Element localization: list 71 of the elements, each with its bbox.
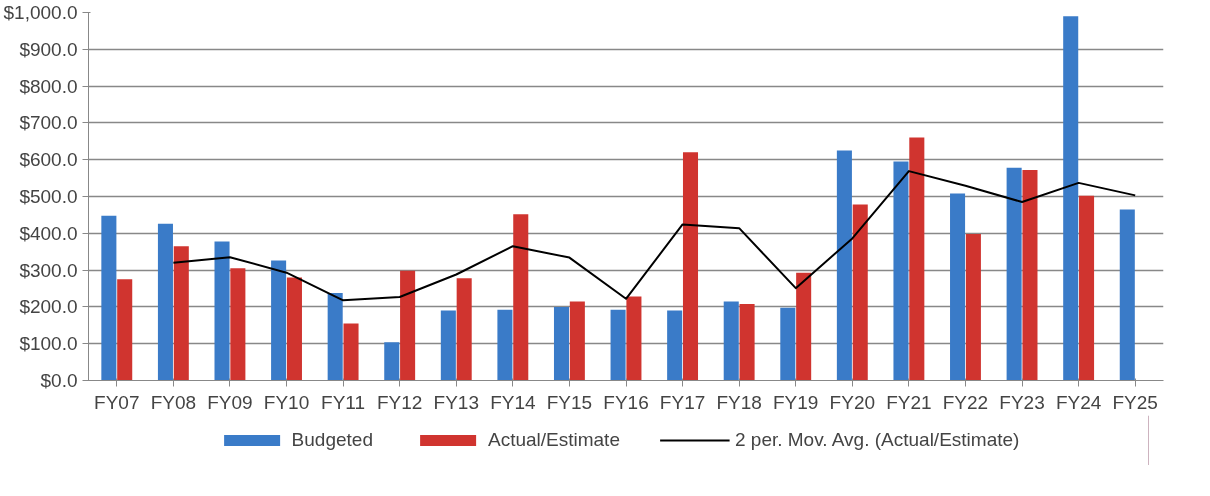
- x-tick-label: FY18: [716, 391, 762, 413]
- bar: [893, 161, 909, 381]
- y-tick-label: $1,000.0: [3, 2, 78, 23]
- bar: [440, 310, 456, 381]
- y-tick-label: $800.0: [19, 75, 78, 97]
- legend-label: 2 per. Mov. Avg. (Actual/Estimate): [734, 429, 1020, 451]
- x-tick-label: FY15: [546, 391, 593, 413]
- bar: [230, 268, 246, 381]
- y-tick-label: $400.0: [19, 222, 78, 244]
- bar: [343, 323, 359, 381]
- bar: [1079, 195, 1095, 381]
- bar: [157, 223, 173, 381]
- x-tick-label: FY14: [490, 391, 536, 413]
- y-tick-label: $100.0: [19, 333, 78, 355]
- bar: [1119, 209, 1135, 381]
- y-tick-label: $900.0: [19, 38, 78, 60]
- bar: [569, 301, 585, 381]
- bar: [950, 193, 966, 381]
- bar: [780, 307, 796, 381]
- bar: [682, 152, 699, 381]
- bar: [1063, 16, 1079, 381]
- bar: [513, 214, 529, 381]
- bar: [173, 246, 189, 381]
- line-series: [172, 170, 1137, 302]
- x-tick-label: FY08: [150, 391, 197, 413]
- x-tick-label: FY12: [376, 391, 423, 413]
- x-tick-label: FY24: [1055, 391, 1102, 413]
- x-tick-label: FY07: [94, 391, 140, 413]
- bar: [384, 342, 400, 381]
- x-tick-label: FY09: [207, 391, 253, 413]
- bar: [101, 215, 117, 381]
- bar: [327, 292, 343, 381]
- bar: [117, 279, 133, 381]
- bar: [852, 204, 868, 381]
- bar: [836, 150, 852, 381]
- bar: [610, 309, 626, 381]
- x-tick-label: FY22: [942, 391, 989, 413]
- y-tick-label: $200.0: [19, 296, 78, 318]
- bar: [626, 296, 642, 381]
- x-tick-label: FY19: [773, 391, 819, 413]
- x-tick-label: FY16: [603, 391, 649, 413]
- bar: [1006, 167, 1022, 381]
- bar: [497, 309, 513, 381]
- bar: [1022, 170, 1038, 381]
- y-tick-label: $0.0: [40, 370, 78, 391]
- bar: [796, 272, 812, 381]
- bar: [723, 301, 739, 381]
- bar: [739, 303, 755, 381]
- bar: [271, 260, 287, 381]
- bar: [400, 270, 416, 381]
- x-tick-label: FY25: [1112, 391, 1158, 413]
- bar: [965, 234, 981, 381]
- bar: [909, 137, 925, 381]
- legend-label: Budgeted: [291, 429, 373, 451]
- x-tick-label: FY10: [263, 391, 310, 413]
- y-tick-label: $500.0: [19, 186, 78, 207]
- bar: [456, 278, 472, 381]
- y-tick-label: $700.0: [19, 112, 78, 134]
- bar: [214, 241, 230, 381]
- bar: [286, 277, 302, 381]
- x-tick-label: FY11: [321, 391, 366, 413]
- bar: [667, 310, 683, 381]
- bar: [553, 306, 570, 381]
- x-tick-label: FY13: [433, 391, 479, 413]
- x-tick-label: FY20: [829, 391, 876, 413]
- y-tick-label: $300.0: [19, 259, 78, 281]
- x-tick-label: FY23: [999, 391, 1045, 413]
- x-tick-label: FY21: [886, 391, 932, 413]
- x-tick-label: FY17: [659, 391, 706, 413]
- legend-label: Actual/Estimate: [487, 429, 620, 451]
- y-tick-label: $600.0: [19, 149, 78, 171]
